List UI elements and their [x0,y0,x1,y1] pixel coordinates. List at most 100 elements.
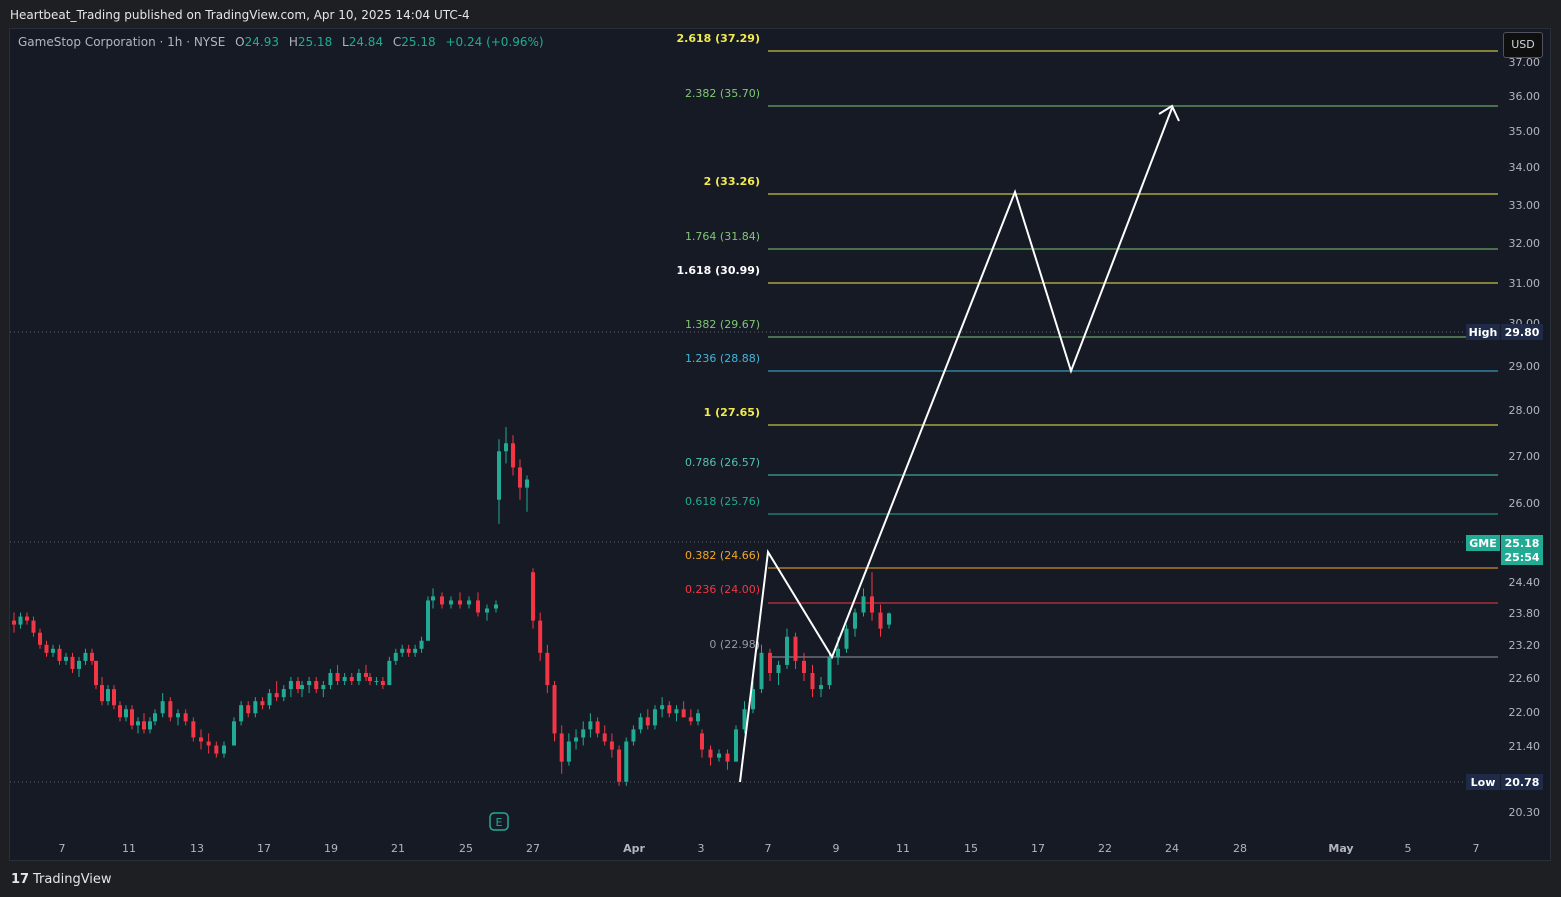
y-tick-label: 24.40 [1509,576,1541,589]
candle-body [559,733,564,762]
x-tick-label: 22 [1098,842,1112,855]
candle-body [130,709,134,726]
candle-body [785,636,789,665]
x-tick-label: 7 [1473,842,1480,855]
candle-body [449,600,453,605]
candle-body [552,685,557,734]
candle-body [364,672,368,678]
candle-body [836,648,840,657]
candle-body [734,729,738,762]
candle-body [222,745,226,754]
candle-body [232,721,236,746]
candle-body [652,709,657,726]
candle-body [467,600,471,605]
candle-body [617,749,622,782]
candle-body [545,652,550,686]
y-tick-label: 29.00 [1509,360,1541,373]
candle-body [518,467,522,488]
candle-body [525,479,529,488]
candle-body [759,652,764,690]
candle-body [124,709,128,718]
candle-body [349,677,354,682]
candle-body [94,660,98,686]
candle-body [458,600,462,605]
x-tick-label: 28 [1233,842,1247,855]
candle-body [681,709,686,718]
x-tick-label: 3 [698,842,705,855]
candle-body [700,733,704,750]
candle-body [393,652,398,661]
candle-body [307,681,312,686]
tradingview-logo-icon[interactable]: 17 [11,872,30,887]
x-tick-label: 11 [122,842,136,855]
candle-body [419,640,424,649]
bar-countdown-tag: 25:54 [1504,551,1539,564]
earnings-marker-letter: E [496,816,503,829]
open-value: 24.93 [244,35,279,49]
candle-body [387,660,392,686]
candle-body [878,612,883,629]
candle-body [413,648,418,653]
fib-level-label: 0.618 (25.76) [685,495,760,508]
candle-body [793,636,798,661]
candle-body [335,672,340,682]
candle-body [400,648,405,653]
candle-body [77,660,81,669]
candle-body [199,737,203,742]
x-tick-label: 19 [324,842,338,855]
candle-body [38,632,42,645]
candle-body [504,443,508,452]
candle-body [870,596,874,613]
candle-body [667,705,672,714]
currency-button[interactable]: USD [1503,32,1543,58]
x-tick-label: 9 [833,842,840,855]
candle-body [300,685,304,690]
open-label: O [235,35,245,49]
fib-level-label: 2.618 (37.29) [677,32,760,45]
x-tick-label: 17 [257,842,271,855]
candle-body [609,741,614,750]
candle-body [118,705,122,718]
candle-body [206,741,211,746]
x-tick-label: May [1328,842,1353,855]
symbol-name: GameStop Corporation · 1h · NYSE [18,35,226,49]
candle-body [260,701,265,706]
candle-body [18,616,23,625]
candle-body [380,681,385,686]
fib-level-label: 1.764 (31.84) [685,230,760,243]
candle-body [426,600,430,641]
candle-body [531,572,535,621]
candle-body [160,701,165,714]
candle-body [288,681,293,690]
tradingview-brand[interactable]: TradingView [33,872,112,887]
candle-body [64,656,68,661]
fib-level-label: 1.618 (30.99) [677,264,760,277]
candle-body [624,741,629,782]
candle-body [90,652,94,661]
high-label: H [288,35,298,49]
y-tick-label: 26.00 [1509,497,1541,510]
candle-body [602,733,607,742]
x-tick-label: 7 [765,842,772,855]
candle-body [566,741,571,762]
x-tick-label: 15 [964,842,978,855]
low-tag-value: 20.78 [1505,776,1540,789]
candle-body [742,709,747,730]
fib-level-label: 1.382 (29.67) [685,318,760,331]
candle-body [696,713,700,722]
candle-body [802,660,806,673]
candle-body [844,628,849,649]
candle-body [57,648,62,661]
high-tag-label: High [1469,326,1498,339]
candle-body [253,701,258,714]
chart-frame[interactable] [9,28,1551,861]
candle-body [214,745,219,754]
x-tick-label: 17 [1031,842,1045,855]
close-label: C [392,35,402,49]
low-label: L [342,35,349,49]
fib-level-label: 0.382 (24.66) [685,549,760,562]
high-value: 25.18 [297,35,333,49]
candle-body [142,721,146,730]
x-tick-label: 5 [1405,842,1412,855]
